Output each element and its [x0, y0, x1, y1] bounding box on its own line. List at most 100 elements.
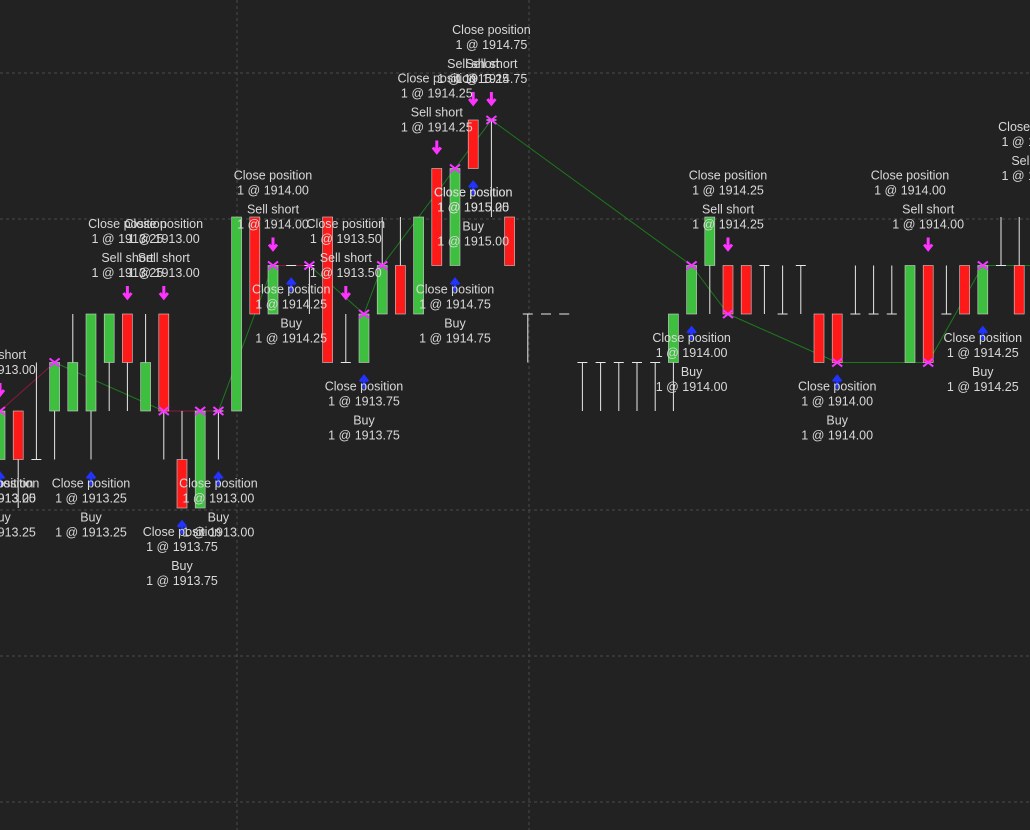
trade-label-price: 1 @ 1914.00 [892, 218, 964, 232]
trade-label-price: 1 @ 1914.25 [401, 121, 473, 135]
trade-label-price: 1 @ 1914.75 [419, 298, 491, 312]
trade-label-action: Sell short [411, 106, 464, 120]
candle [996, 217, 1006, 266]
trade-label-price: 1 @ 1913.25 [55, 526, 127, 540]
trade-label: Close position 1 @ 1914.00 [652, 331, 731, 360]
trade-label-action: Sell short [447, 57, 500, 71]
candle [504, 216, 515, 266]
candle-body [67, 362, 79, 412]
candle [668, 313, 679, 411]
trade-label-action: Close position [689, 169, 768, 183]
trade-label: Sell short 1 @ 1914.25 [692, 203, 764, 232]
buy-arrow [449, 277, 461, 292]
trade-label-action: Close position [325, 380, 404, 394]
exit-marker [194, 406, 206, 416]
trade-label-price: 1 @ 1914.00 [656, 346, 728, 360]
candle [977, 265, 989, 315]
buy-arrow [0, 471, 6, 486]
trade-label-price: 1 @ 1915.25 [437, 72, 509, 86]
trade-label: Close position 1 @ 1914.00 [871, 169, 950, 198]
trade-label-action: Close position [252, 283, 331, 297]
trade-label-price: 1 @ 1915.00 [437, 235, 509, 249]
trade-label-action: Close position [652, 331, 731, 345]
candle-body [231, 216, 242, 412]
trade-label: Sell short 1 @ 1913.50 [310, 251, 382, 280]
candle-body [103, 313, 115, 363]
trade-label-price: 1 @ 1914.00 [237, 184, 309, 198]
candle [31, 362, 42, 460]
buy-arrow [85, 471, 97, 486]
candle-body [140, 362, 151, 412]
candle-body [49, 362, 60, 412]
candle [922, 265, 934, 363]
trade-label: Sell short 1 @ 1914.00 [892, 203, 964, 232]
exit-marker [212, 406, 225, 416]
candle-body [176, 459, 188, 509]
trade-label-price: 1 @ 1913.00 [128, 232, 200, 246]
exit-marker [485, 115, 498, 125]
trade-label-price: 1 @ 1914.75 [456, 72, 528, 86]
candle [103, 313, 115, 411]
candle [868, 265, 879, 315]
candle-body [668, 313, 679, 363]
trade-label-price: 1 @ 1915.00 [437, 201, 509, 215]
candle-body [122, 313, 133, 363]
trade-label: Close position 1 @ 1914.00 [798, 380, 877, 409]
trade-label-price: 1 @ 1913.00 [0, 363, 36, 377]
trade-label-price: 1 @ 1914.00 [874, 184, 946, 198]
trade-label-price: 1 @ 1914.50 [1002, 169, 1030, 183]
trade-line [927, 265, 984, 363]
exit-marker [358, 309, 370, 319]
sell-short-arrow [267, 237, 279, 252]
trade-label: Close position 1 @ 1913.75 [325, 380, 404, 409]
trade-label-price: 1 @ 1913.75 [146, 574, 218, 588]
sell-short-arrow [158, 286, 169, 301]
buy-arrow [468, 180, 479, 195]
trade-label-price: 1 @ 1913.25 [0, 526, 36, 540]
candle [358, 313, 370, 363]
trade-label-action: Buy [80, 511, 102, 525]
trade-label-price: 1 @ 1914.00 [656, 380, 728, 394]
trade-label-action: Close position [307, 217, 386, 231]
trade-label: Close position 1 @ 1914.25 [398, 72, 477, 101]
trade-label-action: Sell short [0, 348, 27, 362]
exit-marker [922, 357, 934, 368]
trade-label-action: Sell short [902, 203, 955, 217]
trade-line [491, 119, 692, 266]
sell-short-arrow [340, 286, 351, 301]
trade-label-price: 1 @ 1913.50 [310, 266, 382, 280]
trade-label: Sell short 1 @ 1915.25 [437, 57, 509, 86]
trade-label-action: Close position [798, 380, 877, 394]
candle [759, 265, 770, 314]
candle-body [413, 216, 424, 315]
trade-label-action: Close position [398, 72, 477, 86]
candle-body [977, 265, 989, 315]
buy-arrow [686, 325, 697, 340]
trade-label-action: Close position [234, 169, 313, 183]
trade-label-price: 1 @ 1915.25 [437, 201, 509, 215]
exit-marker [303, 260, 316, 271]
buy-arrow [832, 374, 843, 389]
candle [577, 362, 588, 411]
trade-label-price: 1 @ 1913.25 [92, 232, 164, 246]
candles [0, 119, 1025, 509]
trade-label: Buy 1 @ 1913.00 [183, 511, 255, 540]
trade-label-price: 1 @ 1914.25 [255, 332, 327, 346]
trade-label-price: 1 @ 1914.00 [801, 429, 873, 443]
candle-body [158, 313, 170, 412]
candle-body [813, 313, 825, 363]
candle [213, 410, 224, 460]
candle-body [322, 216, 333, 363]
trade-label-action: Sell short [1011, 154, 1030, 168]
trade-label-price: 1 @ 1913.00 [0, 492, 36, 506]
candle-body [249, 216, 261, 315]
trade-label-action: Close position [998, 120, 1030, 134]
candle [686, 265, 697, 315]
candle-body [395, 265, 406, 315]
